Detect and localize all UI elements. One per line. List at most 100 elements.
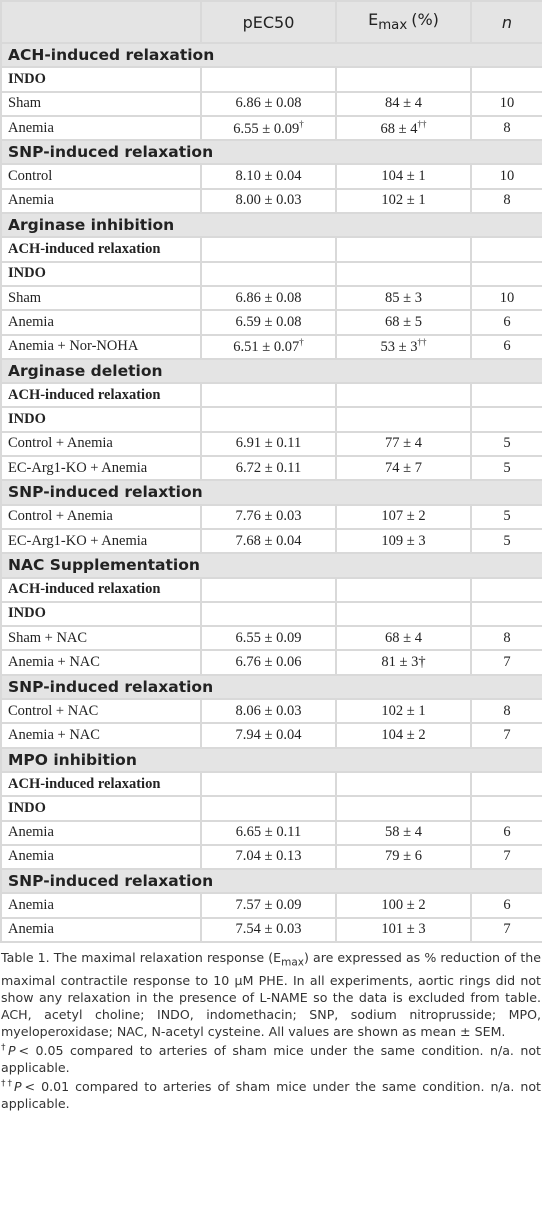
value-cell: 77 ± 4 [335, 430, 472, 458]
value-text: 53 ± 3 [380, 339, 418, 356]
value-cell: 6.86 ± 0.08 [200, 284, 337, 312]
value-cell: 8 [470, 114, 542, 142]
row-label: Control + Anemia [0, 503, 202, 530]
empty-cell [200, 770, 337, 798]
empty-cell [200, 406, 337, 433]
empty-cell [470, 576, 542, 603]
value-cell: 84 ± 4 [335, 90, 472, 117]
significance-mark: † [299, 337, 304, 348]
row-label: Anemia [0, 309, 202, 336]
empty-cell [470, 600, 542, 628]
value-cell: 6.65 ± 0.11 [200, 819, 337, 846]
value-cell: 6.86 ± 0.08 [200, 90, 337, 117]
section-title: Arginase inhibition [0, 212, 542, 239]
value-cell: 6.55 ± 0.09 [200, 625, 337, 652]
data-row: Anemia + Nor-NOHA 6.51 ± 0.07† 53 ± 3†† 6 [0, 333, 542, 360]
row-label: Anemia [0, 187, 202, 215]
row-label: Sham [0, 284, 202, 312]
value-cell: 5 [470, 503, 542, 530]
empty-cell [335, 260, 472, 287]
section-title: SNP-induced relaxation [0, 673, 542, 701]
value-cell: 68 ± 5 [335, 309, 472, 336]
value-cell: 6.51 ± 0.07† [200, 333, 337, 360]
row-label: Anemia [0, 892, 202, 919]
empty-cell [335, 770, 472, 798]
value-cell: 6 [470, 333, 542, 360]
value-cell: 5 [470, 430, 542, 458]
data-row: Anemia 6.55 ± 0.09† 68 ± 4†† 8 [0, 114, 542, 142]
empty-cell [335, 236, 472, 263]
section-row: Arginase deletion [0, 357, 542, 385]
value-cell: 7 [470, 916, 542, 943]
header-text: n [501, 12, 513, 32]
row-label: Control + NAC [0, 698, 202, 725]
data-table: pEC50 Emax (%) n ACH-induced relaxation IN… [0, 0, 542, 943]
label-row: ACH-induced relaxation [0, 770, 542, 798]
row-label: Anemia + NAC [0, 649, 202, 676]
empty-cell [470, 795, 542, 822]
header-cell [0, 0, 202, 44]
empty-cell [470, 406, 542, 433]
value-cell: 7 [470, 649, 542, 676]
row-label: INDO [0, 600, 202, 628]
footnote-italic: P [7, 1042, 16, 1058]
section-title: ACH-induced relaxation [0, 41, 542, 69]
significance-mark: † [299, 118, 304, 129]
label-row: ACH-induced relaxation [0, 236, 542, 263]
value-cell: 8 [470, 625, 542, 652]
section-row: SNP-induced relaxation [0, 673, 542, 701]
value-cell: 85 ± 3 [335, 284, 472, 312]
value-cell: 6.76 ± 0.06 [200, 649, 337, 676]
label-row: INDO [0, 260, 542, 287]
footnote-italic: P [13, 1078, 22, 1094]
section-title: NAC Supplementation [0, 552, 542, 579]
empty-cell [335, 382, 472, 409]
empty-cell [470, 382, 542, 409]
empty-cell [335, 600, 472, 628]
row-label: INDO [0, 260, 202, 287]
data-row: Sham 6.86 ± 0.08 84 ± 4 10 [0, 90, 542, 117]
caption: Table 1. The maximal relaxation response… [1, 949, 541, 1040]
section-row: NAC Supplementation [0, 552, 542, 579]
value-cell: 79 ± 6 [335, 843, 472, 871]
label-row: INDO [0, 406, 542, 433]
significance-mark: †† [417, 118, 427, 129]
value-cell: 104 ± 2 [335, 722, 472, 749]
empty-cell [470, 770, 542, 798]
row-label: EC-Arg1-KO + Anemia [0, 527, 202, 555]
label-row: ACH-induced relaxation [0, 382, 542, 409]
data-row: Control 8.10 ± 0.04 104 ± 1 10 [0, 163, 542, 190]
value-cell: 7.68 ± 0.04 [200, 527, 337, 555]
value-text: 6.55 ± 0.09 [233, 120, 300, 137]
value-cell: 8 [470, 187, 542, 215]
row-label: ACH-induced relaxation [0, 236, 202, 263]
row-label: Anemia [0, 916, 202, 943]
caption-subscript: max [281, 956, 304, 969]
value-cell: 10 [470, 284, 542, 312]
value-text: 68 ± 4 [380, 120, 418, 137]
empty-cell [335, 576, 472, 603]
section-title: SNP-induced relaxtion [0, 479, 542, 506]
value-cell: 104 ± 1 [335, 163, 472, 190]
value-cell: 7.76 ± 0.03 [200, 503, 337, 530]
header-cell: pEC50 [200, 0, 337, 44]
header-subscript: max [378, 18, 408, 34]
value-cell: 109 ± 3 [335, 527, 472, 555]
section-title: SNP-induced relaxation [0, 868, 542, 895]
value-cell: 58 ± 4 [335, 819, 472, 846]
value-cell: 5 [470, 455, 542, 482]
significance-mark: †† [417, 337, 427, 348]
value-cell: 10 [470, 90, 542, 117]
value-cell: 6 [470, 892, 542, 919]
section-row: SNP-induced relaxation [0, 139, 542, 166]
empty-cell [470, 236, 542, 263]
value-cell: 53 ± 3†† [335, 333, 472, 360]
